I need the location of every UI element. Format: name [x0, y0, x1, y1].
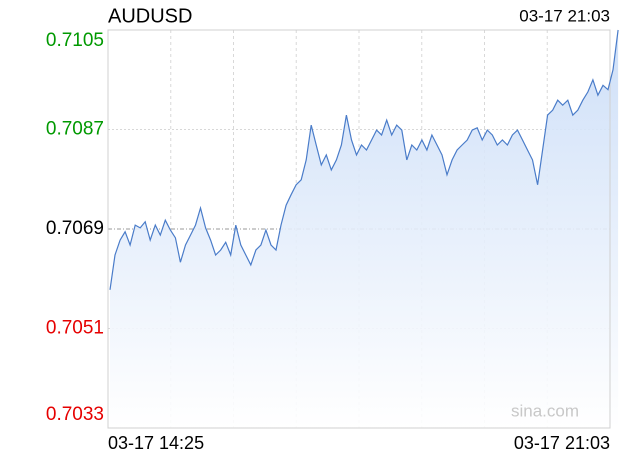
- y-tick-label: 0.7051: [46, 318, 104, 339]
- y-tick-label: 0.7069: [46, 218, 104, 239]
- watermark: sina.com: [511, 401, 579, 420]
- current-time: 03-17 21:03: [519, 6, 610, 25]
- x-tick-label: 03-17 14:25: [108, 433, 204, 453]
- y-tick-label: 0.7033: [46, 404, 104, 425]
- y-tick-label: 0.7105: [46, 30, 104, 51]
- price-area: [110, 30, 619, 428]
- plot-frame: [107, 29, 611, 429]
- x-tick-label: 03-17 21:03: [514, 433, 610, 453]
- y-tick-label: 0.7087: [46, 119, 104, 140]
- chart-title: AUDUSD: [108, 5, 192, 27]
- price-line: [109, 29, 619, 290]
